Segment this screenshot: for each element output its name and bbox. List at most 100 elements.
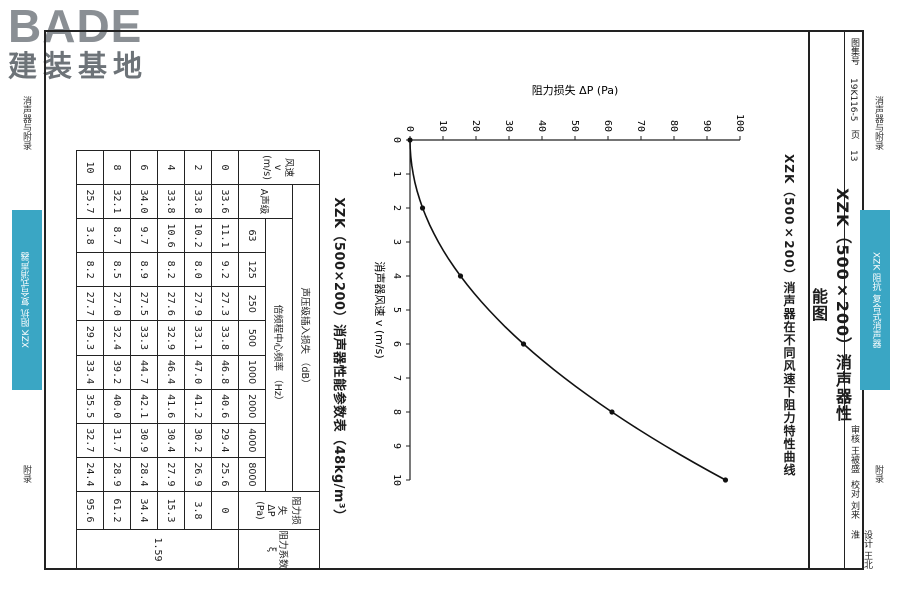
table-row: 6 34.0 9.7 8.9 27.5 33.3 44.7 42.1 30.9 28.4 34.4 (130, 150, 158, 570)
table-cell: 3.8 (184, 491, 212, 530)
chart-title: XZK（500×200）消声器在不同风速下阻力特性曲线 (782, 153, 796, 477)
header-pressure-loss: 阻力损失 ΔP (Pa) (238, 491, 320, 530)
table-cell: 26.9 (184, 457, 212, 492)
x-tick-label: 8 (391, 409, 402, 415)
table-cell: 33.3 (130, 320, 158, 355)
header-a-weighted: A声级 (238, 184, 293, 219)
table-cell: 27.9 (184, 286, 212, 321)
table-cell: 33.8 (211, 320, 239, 355)
table-cell: 8.0 (184, 252, 212, 287)
table-cell: 28.4 (130, 457, 158, 492)
table-cell: 10.2 (184, 218, 212, 253)
x-tick-label: 0 (391, 137, 402, 143)
y-tick-label: 0 (404, 126, 415, 132)
table-cell: 8.2 (157, 252, 185, 287)
table-cell: 33.8 (184, 184, 212, 219)
x-tick-label: 9 (391, 443, 402, 449)
table-cell: 30.4 (157, 423, 185, 458)
drawing-title: XZK（500×200）消声器性能图 (809, 187, 852, 423)
table-cell: 44.7 (130, 355, 158, 390)
y-tick-label: 30 (503, 120, 514, 132)
table-cell: 46.8 (211, 355, 239, 390)
table-body: 0 33.6 11.1 9.2 27.3 33.8 46.8 40.6 29.4 25.6 0 1.5… (76, 150, 239, 570)
x-tick-label: 2 (391, 205, 402, 211)
data-point (520, 341, 527, 347)
table-cell: 0 (211, 150, 239, 185)
header-speed-unit: (m/s) (261, 155, 272, 180)
table-cell: 40.6 (211, 389, 239, 424)
page-number: 13 (848, 150, 858, 162)
table-cell: 34.0 (130, 184, 158, 219)
data-point (722, 477, 729, 483)
logo-word: BADE (8, 0, 143, 52)
table-cell: 24.4 (76, 457, 104, 492)
table-cell: 3.8 (76, 218, 104, 253)
freq-header: 125 (238, 252, 266, 287)
x-tick-label: 10 (391, 474, 402, 486)
table-cell: 32.1 (103, 184, 131, 219)
header-insertion-loss: 声压级插入损失 （dB） (292, 184, 320, 492)
table-cell: 29.3 (76, 320, 104, 355)
freq-header: 250 (238, 286, 266, 321)
table-cell: 40.0 (103, 389, 131, 424)
y-tick-label: 10 (437, 120, 448, 132)
table-cell: 32.4 (103, 320, 131, 355)
table-cell: 6 (130, 150, 158, 185)
table-cell: 32.7 (76, 423, 104, 458)
table-row: 8 32.1 8.7 8.5 27.0 32.4 39.2 40.0 31.7 28.9 61.2 (103, 150, 131, 570)
table-cell: 61.2 (103, 491, 131, 530)
x-tick-label: 5 (391, 307, 402, 313)
freq-header: 2000 (238, 389, 266, 424)
y-axis-label: 阻力损失 ΔP (Pa) (532, 83, 619, 97)
data-point (407, 137, 413, 143)
table-cell: 47.0 (184, 355, 212, 390)
x-axis-label: 消声器风速 v (m/s) (373, 261, 387, 358)
side-tab-right[interactable]: XZK 阻抗 复合式消声器 (860, 210, 890, 390)
table-cell: 30.2 (184, 423, 212, 458)
table-cell: 9.7 (130, 218, 158, 253)
title-block-divider (808, 30, 810, 570)
table-cell: 10.6 (157, 218, 185, 253)
atlas-label: 图集号 (849, 38, 859, 65)
table-cell: 8 (103, 150, 131, 185)
side-label-left-top: 消声器与附录 (21, 96, 31, 150)
header-coef-symbol: ξ (266, 546, 278, 553)
header-speed: 风速 v (m/s) (238, 150, 320, 185)
freq-header: 4000 (238, 423, 266, 458)
coef-cell: 1.59 (76, 529, 239, 570)
freq-header: 63 (238, 218, 266, 253)
title-block-inner-line (844, 30, 845, 570)
check-signature: 校对 刘来 (849, 480, 859, 519)
performance-table: 风速 v (m/s) 声压级插入损失 （dB） 阻力损失 ΔP (Pa) 阻力系… (76, 150, 320, 570)
data-point (457, 273, 464, 279)
table-cell: 27.3 (211, 286, 239, 321)
table-cell: 29.4 (211, 423, 239, 458)
table-cell: 35.5 (76, 389, 104, 424)
table-cell: 25.7 (76, 184, 104, 219)
data-point (609, 409, 615, 415)
table-row: 2 33.8 10.2 8.0 27.9 33.1 47.0 41.2 30.2 26.9 3.8 (184, 150, 212, 570)
table-cell: 33.6 (211, 184, 239, 219)
table-cell: 8.5 (103, 252, 131, 287)
y-tick-label: 20 (470, 120, 481, 132)
table-cell: 34.4 (130, 491, 158, 530)
table-cell: 32.9 (157, 320, 185, 355)
table-row: 10 25.7 3.8 8.2 27.7 29.3 33.4 35.5 32.7 24.4 95.6 (76, 150, 104, 570)
table-cell: 28.9 (103, 457, 131, 492)
x-tick-label: 4 (391, 273, 402, 279)
x-tick-label: 1 (391, 171, 402, 177)
side-tab-left[interactable]: XZK 阻抗 复合式消声器 (12, 210, 42, 390)
page-label: 页 (849, 130, 859, 139)
header-loss-label: 阻力损失 (276, 496, 301, 525)
table-cell: 8.2 (76, 252, 104, 287)
table-cell: 2 (184, 150, 212, 185)
table-cell: 41.2 (184, 389, 212, 424)
table-cell: 33.4 (76, 355, 104, 390)
y-tick-label: 40 (536, 120, 547, 132)
table-cell: 31.7 (103, 423, 131, 458)
review-signature: 审核 王被盛 (849, 425, 859, 473)
performance-table-panel: XZK（500×200）消声器性能参数表（48kg/m³） 风速 v (m/s)… (76, 150, 350, 570)
design-signature: 设计 王北淮 (849, 530, 872, 569)
table-cell: 11.1 (211, 218, 239, 253)
